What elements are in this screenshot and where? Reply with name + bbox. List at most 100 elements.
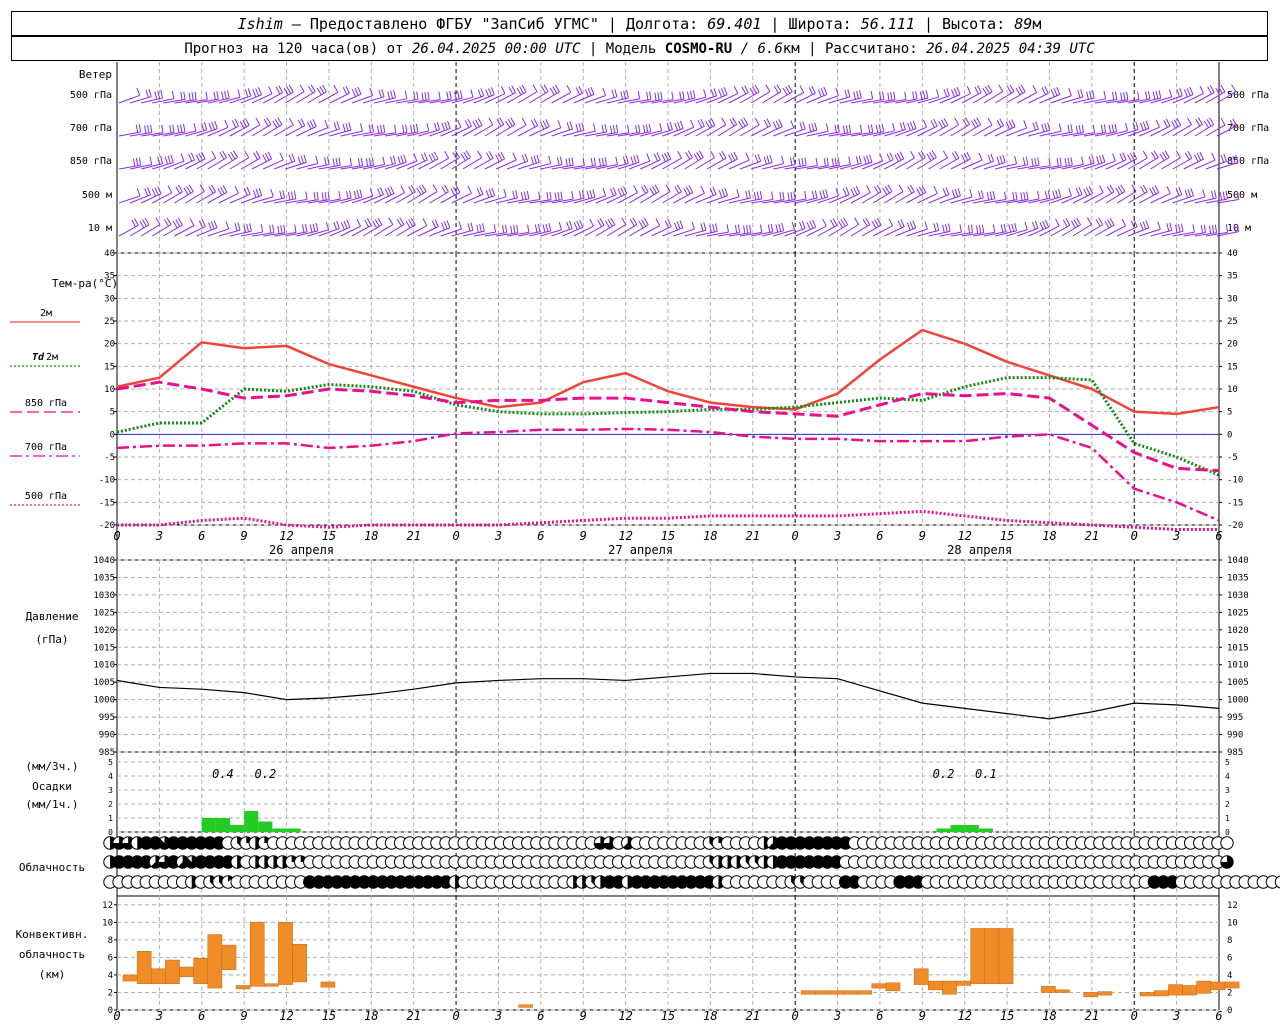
- wind-barb-feather: [537, 155, 539, 163]
- wind-barb-feather: [489, 151, 493, 158]
- wind-barb-feather: [749, 190, 751, 198]
- convective-bar: [957, 981, 971, 985]
- wind-barb-feather: [491, 87, 494, 94]
- x-tick-label: 21: [746, 529, 760, 543]
- wind-barb-feather: [1009, 224, 1011, 232]
- wind-barb-feather: [643, 125, 645, 133]
- wind-barb-feather: [132, 220, 136, 227]
- wind-barb-feather: [516, 190, 518, 198]
- wind-barb-feather: [547, 192, 548, 200]
- wind-barb-shaft: [1162, 158, 1181, 169]
- wind-barb-feather: [500, 118, 504, 125]
- wind-barb-feather: [758, 154, 761, 161]
- wind-barb-feather: [489, 118, 493, 125]
- wind-barb-feather: [524, 192, 526, 200]
- precip-unit-1h: (мм/1ч.): [26, 798, 79, 811]
- wind-barb-feather: [305, 224, 307, 232]
- wind-barb: [873, 153, 893, 169]
- convective-bar: [999, 928, 1013, 983]
- y-tick-label-right: 985: [1227, 748, 1243, 758]
- wind-barb-shaft: [452, 158, 471, 169]
- wind-barb-feather: [824, 87, 827, 94]
- wind-barb-feather: [489, 189, 492, 197]
- wind-barb-feather: [1151, 152, 1155, 159]
- wind-barb-feather: [1003, 155, 1005, 163]
- wind-barb-feather: [383, 157, 385, 165]
- wind-barb-feather: [1153, 92, 1155, 100]
- wind-barb-feather: [1115, 92, 1116, 100]
- wind-barb-feather: [1097, 156, 1099, 164]
- wind-barb-feather: [1133, 152, 1137, 159]
- wind-barb-feather: [908, 186, 912, 193]
- wind-barb-feather: [889, 219, 893, 226]
- wind-barb-feather: [1001, 224, 1003, 232]
- wind-barb-feather: [184, 188, 188, 195]
- wind-barb: [1150, 119, 1170, 136]
- wind-barb-feather: [517, 88, 521, 95]
- wind-barb-feather: [649, 124, 651, 132]
- precip-y-label: 4: [108, 772, 113, 781]
- wind-barb-feather: [760, 191, 761, 199]
- wind-barb-feather: [883, 188, 887, 195]
- x-tick-label: 0: [452, 529, 459, 543]
- convective-bar: [137, 951, 151, 983]
- precip-bar: [244, 811, 258, 832]
- wind-barb-shaft: [940, 95, 960, 103]
- wind-barb-feather: [983, 88, 987, 95]
- wind-barb: [1173, 87, 1193, 103]
- wind-barb-feather: [181, 92, 182, 100]
- wind-barb-feather: [1013, 192, 1014, 200]
- wind-panel-title: Ветер: [79, 68, 112, 81]
- wind-barb-feather: [161, 90, 163, 98]
- y-tick-label: -10: [99, 476, 115, 486]
- wind-barb-feather: [253, 90, 256, 97]
- wind-barb-feather: [405, 91, 407, 99]
- legend-label-td-suffix: 2м: [46, 352, 58, 363]
- wind-barb: [1128, 121, 1149, 136]
- conv-y-label-right: 8: [1227, 936, 1232, 946]
- y-tick-label: 985: [99, 748, 115, 758]
- wind-barb-feather: [425, 92, 426, 100]
- wind-barb-feather: [572, 157, 573, 165]
- convective-bar: [321, 982, 335, 987]
- wind-barb-feather: [647, 154, 650, 161]
- wind-barb-feather: [934, 119, 938, 126]
- wind-barb-feather: [1209, 226, 1210, 234]
- wind-barb-feather: [955, 151, 959, 158]
- wind-barb-feather: [264, 119, 268, 126]
- precip-bar: [258, 822, 272, 833]
- y-tick-label-right: 1035: [1227, 573, 1249, 583]
- wind-barb-feather: [1068, 158, 1069, 166]
- wind-barb-feather: [567, 85, 571, 92]
- wind-barb-feather: [531, 157, 533, 165]
- wind-barb-feather: [899, 185, 903, 192]
- wind-barb-feather: [957, 87, 960, 94]
- wind-barb-feather: [311, 85, 315, 92]
- wind-level-label-right: 500 гПа: [1227, 90, 1269, 101]
- y-tick-label: 1015: [93, 643, 115, 653]
- wind-barb-shaft: [274, 125, 293, 136]
- wind-barb-feather: [1009, 121, 1012, 128]
- y-tick-label-right: 1020: [1227, 626, 1249, 636]
- x-tick-label: 0: [113, 529, 120, 543]
- conv-y-label-right: 4: [1227, 971, 1232, 981]
- wind-barb-feather: [233, 151, 237, 158]
- wind-barb-feather: [1054, 88, 1057, 95]
- wind-barb: [862, 92, 884, 103]
- wind-barb-feather: [1166, 119, 1170, 126]
- wind-barb-feather: [821, 88, 824, 95]
- wind-barb-feather: [466, 151, 470, 158]
- wind-barb-feather: [137, 188, 140, 196]
- wind-barb-feather: [263, 155, 267, 162]
- wind-barb-feather: [1138, 92, 1139, 100]
- wind-barb-feather: [639, 125, 640, 133]
- wind-barb-feather: [979, 153, 982, 160]
- wind-barb-feather: [750, 225, 751, 233]
- wind-barb-shaft: [751, 126, 770, 136]
- wind-barb: [773, 157, 795, 169]
- wind-barb-feather: [921, 151, 925, 158]
- wind-barb-feather: [1193, 224, 1194, 232]
- precip-title: Осадки: [32, 780, 72, 793]
- wind-barb-feather: [711, 118, 715, 125]
